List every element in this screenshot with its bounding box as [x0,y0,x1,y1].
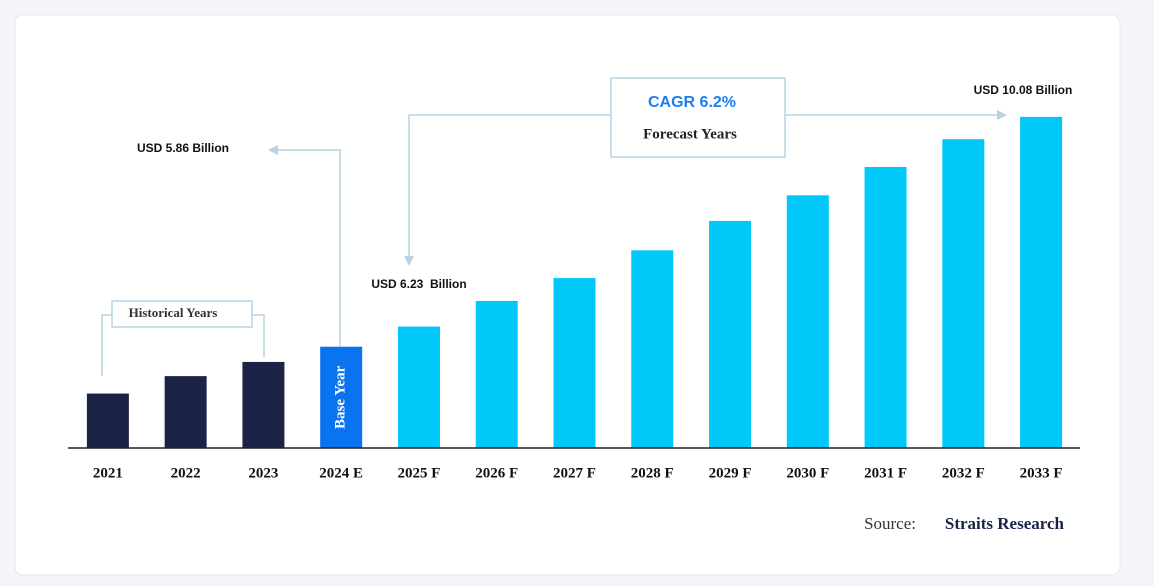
bar [631,250,674,448]
bar [786,195,829,448]
base-year-label: Base Year [333,365,349,429]
bar [864,166,907,448]
x-tick-label: 2031 F [864,465,907,481]
cagr-box [610,77,786,158]
forecast-label: Forecast Years [643,126,737,142]
bar [942,139,985,449]
historical-box [111,300,253,328]
arrowhead [268,145,278,155]
x-tick-label: 2028 F [631,465,674,481]
connector [408,114,1001,260]
bars [86,116,1063,449]
bar [320,346,363,448]
source-label: Source: [864,514,916,533]
bracket [101,314,265,376]
x-tick-label: 2022 [171,465,201,481]
value-label: USD 10.08 Billion [974,83,1073,97]
arrowhead [404,256,414,266]
x-tick-label: 2033 F [1020,465,1063,481]
x-tick-label: 2032 F [942,465,985,481]
x-tick-label: 2025 F [398,465,441,481]
bar [397,326,440,448]
x-tick-label: 2026 F [475,465,518,481]
bar [475,300,518,448]
bar [242,361,285,448]
value-label: USD 5.86 Billion [137,141,229,155]
source: Straits Research [945,514,1065,533]
bar [164,376,207,448]
arrowhead [997,110,1007,120]
x-tick-label: 2021 [93,465,123,481]
x-tick-label: 2030 F [786,465,829,481]
x-tick-label: 2024 E [319,465,363,481]
x-tick-label: 2027 F [553,465,596,481]
cagr-label: CAGR 6.2% [648,94,736,111]
bar [709,220,752,448]
bar [553,278,596,448]
x-tick-label: 2023 [248,465,278,481]
x-tick-label: 2029 F [709,465,752,481]
connector [272,149,341,347]
bar [86,393,129,448]
value-label: USD 6.23 Billion [371,277,466,291]
historical-label: Historical Years [129,305,218,320]
bar [1020,116,1063,449]
